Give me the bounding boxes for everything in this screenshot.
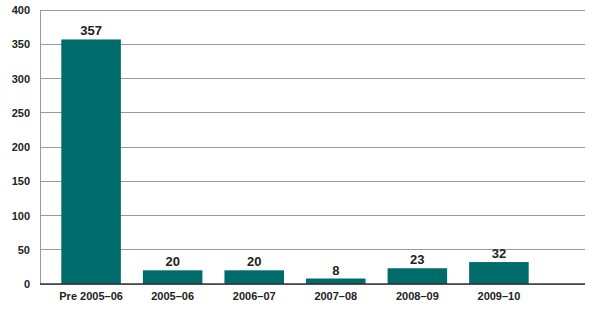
y-tick: 100 xyxy=(12,210,40,222)
x-axis: Pre 2005–06 2005–06 2006–07 2007–08 2008–09 2… xyxy=(40,284,585,302)
bar xyxy=(388,268,448,284)
x-tick-label: 2008–09 xyxy=(396,290,439,302)
x-tick: Pre 2005–06 xyxy=(59,284,123,302)
bar xyxy=(61,39,121,284)
data-label: 32 xyxy=(492,246,506,261)
x-tick: 2007–08 xyxy=(314,284,357,302)
data-label: 20 xyxy=(165,254,179,269)
chart: 0 50 100 150 200 250 300 350 400 Pre 2005–06 2005–… xyxy=(0,0,593,316)
y-tick: 350 xyxy=(12,38,40,50)
x-tick: 2008–09 xyxy=(396,284,439,302)
y-tick-label: 400 xyxy=(12,4,30,16)
x-tick-label: 2005–06 xyxy=(151,290,194,302)
x-tick-label: 2007–08 xyxy=(314,290,357,302)
y-tick: 50 xyxy=(18,244,40,256)
data-label: 20 xyxy=(247,254,261,269)
y-axis-line xyxy=(40,11,41,285)
bar xyxy=(469,262,529,284)
y-tick-label: 0 xyxy=(24,278,30,290)
grid-line xyxy=(40,181,585,182)
data-label: 23 xyxy=(410,252,424,267)
grid xyxy=(40,10,585,284)
y-tick-label: 200 xyxy=(12,141,30,153)
grid-line xyxy=(40,147,585,148)
x-tick: 2009–10 xyxy=(478,284,521,302)
y-tick: 200 xyxy=(12,141,40,153)
bar xyxy=(143,270,203,284)
data-labels: 357 20 20 8 23 32 xyxy=(80,23,506,277)
y-tick-label: 100 xyxy=(12,210,30,222)
y-tick-label: 350 xyxy=(12,38,30,50)
y-tick-label: 250 xyxy=(12,107,30,119)
y-tick: 150 xyxy=(12,175,40,187)
y-tick: 400 xyxy=(12,4,40,16)
bar xyxy=(224,270,284,284)
grid-line xyxy=(40,78,585,79)
y-tick: 300 xyxy=(12,73,40,85)
y-tick: 250 xyxy=(12,107,40,119)
grid-line xyxy=(40,10,585,11)
bar xyxy=(306,279,366,284)
grid-line xyxy=(40,284,585,285)
y-tick-label: 50 xyxy=(18,244,30,256)
x-tick: 2005–06 xyxy=(151,284,194,302)
x-tick-label: 2009–10 xyxy=(478,290,521,302)
grid-line xyxy=(40,215,585,216)
x-axis-line xyxy=(40,283,585,285)
grid-line xyxy=(40,112,585,113)
y-tick-label: 150 xyxy=(12,175,30,187)
y-tick: 0 xyxy=(24,278,40,290)
grid-line xyxy=(40,44,585,45)
bars xyxy=(61,39,528,284)
data-label: 357 xyxy=(80,23,102,38)
data-label: 8 xyxy=(332,263,339,278)
x-tick: 2006–07 xyxy=(233,284,276,302)
x-tick-label: Pre 2005–06 xyxy=(59,290,123,302)
x-tick-label: 2006–07 xyxy=(233,290,276,302)
y-tick-label: 300 xyxy=(12,73,30,85)
y-axis: 0 50 100 150 200 250 300 350 400 xyxy=(12,4,41,290)
